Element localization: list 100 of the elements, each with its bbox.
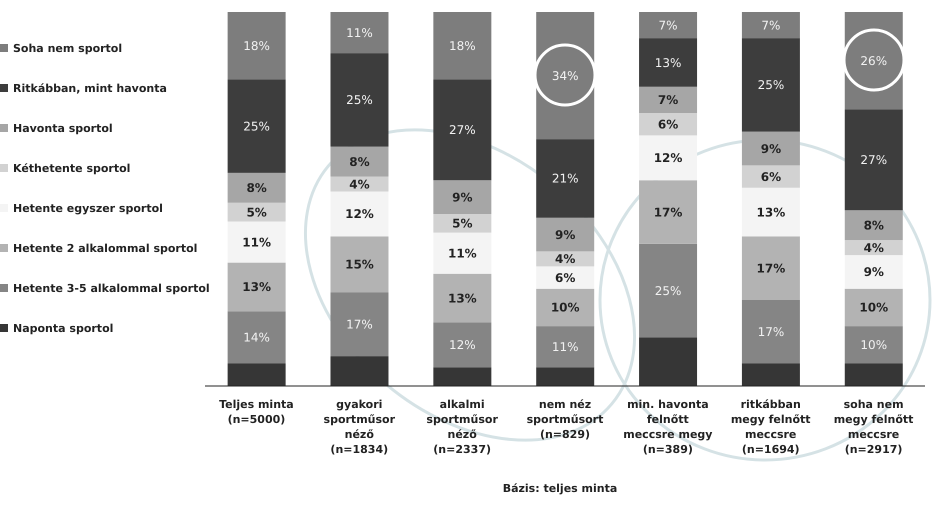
bar	[639, 12, 698, 38]
bar	[433, 12, 492, 80]
data-label: 17%	[346, 318, 373, 332]
bar	[433, 322, 492, 368]
bar	[433, 180, 492, 214]
bar	[433, 274, 492, 322]
bar	[536, 266, 594, 289]
bar	[536, 288, 594, 326]
bar	[844, 255, 903, 289]
bar	[228, 79, 286, 173]
data-label: 9%	[760, 142, 782, 156]
bar	[844, 326, 903, 364]
bar	[228, 262, 286, 312]
bar	[639, 112, 698, 136]
text: Bázis: teljes minta	[502, 482, 618, 495]
bar	[742, 188, 800, 236]
bar	[228, 311, 286, 364]
data-label: 12%	[654, 151, 682, 166]
bar	[536, 139, 594, 218]
legend-label: Hetente 2 alkalommal sportol	[13, 242, 198, 254]
legend-label: Hetente 3-5 alkalommal sportol	[13, 282, 210, 294]
bar	[844, 210, 903, 240]
data-label: 17%	[654, 205, 682, 220]
bar	[742, 300, 800, 364]
data-label: 26%	[860, 54, 888, 68]
legend-label: Naponta sportol	[13, 322, 114, 334]
x-tick-label: min. havonta felnőtt meccsre megy (n=389)	[623, 398, 712, 456]
data-label: 21%	[552, 172, 579, 186]
data-label: 25%	[243, 119, 270, 134]
bar	[330, 146, 388, 177]
bar	[639, 135, 698, 180]
bar	[742, 236, 800, 300]
data-label: 13%	[448, 291, 477, 306]
data-label: 9%	[864, 265, 884, 280]
data-label: 4%	[349, 177, 370, 192]
data-label: 17%	[756, 261, 786, 276]
bar	[536, 218, 594, 252]
bar	[228, 12, 286, 80]
x-tick-label: gyakori sportműsor néző (n=1834)	[324, 398, 396, 456]
bar	[742, 165, 800, 188]
bar	[639, 244, 698, 338]
bar	[639, 38, 698, 87]
data-label: 25%	[758, 78, 784, 92]
data-label: 10%	[550, 300, 580, 315]
x-tick-label: alkalmi sportműsor néző (n=2337)	[426, 398, 498, 456]
data-label: 11%	[448, 246, 477, 260]
data-label: 11%	[242, 235, 271, 250]
legend-label: Ritkábban, mint havonta	[13, 82, 167, 94]
bar	[330, 356, 388, 386]
data-label: 4%	[555, 252, 576, 266]
data-label: 13%	[242, 280, 271, 294]
data-label: 11%	[552, 340, 579, 354]
data-label: 12%	[345, 207, 374, 222]
data-label: 6%	[760, 170, 782, 184]
data-label: 25%	[346, 93, 373, 108]
bar	[844, 109, 903, 210]
bar	[742, 38, 800, 132]
bar	[433, 367, 492, 386]
data-label: 9%	[452, 190, 473, 204]
legend-label: Soha nem sportol	[13, 42, 122, 54]
data-label: 10%	[860, 338, 888, 352]
data-label: 25%	[654, 284, 682, 298]
data-label: 5%	[246, 205, 267, 220]
bar	[330, 236, 388, 292]
data-label: 11%	[346, 26, 373, 40]
bar	[228, 172, 286, 203]
data-label: 12%	[449, 338, 476, 352]
data-label: 18%	[243, 38, 270, 53]
data-label: 14%	[243, 330, 270, 345]
bar	[639, 180, 698, 244]
data-label: 6%	[658, 117, 678, 132]
bar	[330, 53, 388, 147]
bar	[433, 232, 492, 274]
bar	[330, 192, 388, 236]
data-label: 5%	[452, 216, 473, 231]
data-label: 4%	[864, 240, 884, 255]
bar	[742, 132, 800, 166]
data-label: 27%	[860, 152, 888, 167]
legend-label: Hetente egyszer sportol	[13, 202, 163, 214]
data-label: 18%	[449, 38, 476, 53]
data-label: 34%	[552, 68, 579, 83]
bar	[228, 364, 286, 386]
data-label: 13%	[654, 56, 682, 70]
bar	[742, 364, 800, 386]
data-label: 13%	[756, 205, 786, 220]
bar	[742, 12, 800, 38]
legend-label: Havonta sportol	[13, 122, 113, 134]
data-label: 6%	[555, 270, 576, 285]
data-label: 7%	[658, 18, 678, 32]
data-label: 10%	[859, 300, 888, 315]
bar	[330, 12, 388, 54]
x-tick-label: nem néz sportműsort (n=829)	[526, 398, 604, 441]
x-tick-label: ritkábban megy felnőtt meccsre (n=1694)	[730, 398, 811, 456]
bar	[536, 12, 594, 140]
bar	[228, 202, 286, 222]
bar	[844, 364, 903, 386]
bar	[639, 337, 698, 386]
x-tick-label: Teljes minta (n=5000)	[219, 398, 294, 426]
legend-label: Kéthetente sportol	[13, 162, 130, 174]
x-tick-label: soha nem megy felnőtt meccsre (n=2917)	[834, 398, 914, 456]
